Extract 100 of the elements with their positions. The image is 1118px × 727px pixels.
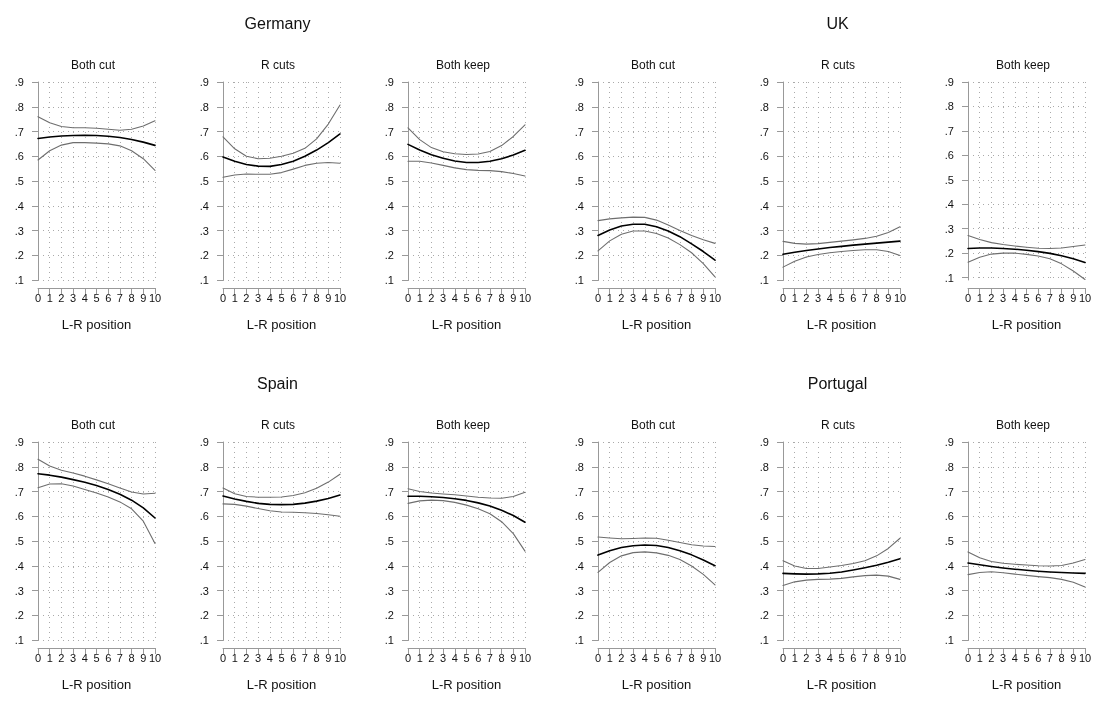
- x-tick-label: 9: [1070, 651, 1077, 664]
- y-tick-label: .8: [199, 460, 209, 473]
- x-tick-label: 5: [838, 291, 845, 304]
- x-tick-label: 7: [116, 651, 123, 664]
- x-tick-label: 2: [428, 651, 435, 664]
- x-tick-label: 5: [653, 651, 660, 664]
- x-tick-label: 9: [140, 291, 147, 304]
- y-tick-label: .2: [759, 249, 769, 262]
- y-tick-label: .7: [574, 125, 584, 138]
- line-series: [222, 503, 341, 517]
- x-tick-label: 7: [301, 291, 308, 304]
- x-tick-label: 8: [313, 291, 320, 304]
- x-tick-label: 8: [128, 291, 135, 304]
- x-tick-label: 0: [219, 651, 227, 664]
- line-series: [37, 458, 156, 495]
- y-tick-label: .8: [14, 100, 24, 113]
- y-tick-label: .9: [944, 436, 954, 448]
- x-tick-label: 4: [641, 291, 648, 304]
- x-tick-label: 1: [791, 291, 798, 304]
- y-tick-label: .5: [384, 535, 394, 547]
- line-series: [967, 571, 1086, 588]
- line-series: [37, 116, 156, 131]
- x-tick-label: 5: [1023, 291, 1030, 304]
- x-tick-label: 8: [498, 291, 505, 304]
- x-tick-label: 6: [290, 651, 297, 664]
- x-axis-title: L-R position: [621, 677, 692, 692]
- line-series: [222, 133, 341, 168]
- x-axis-title: L-R position: [991, 677, 1062, 692]
- y-tick-label: .4: [199, 199, 209, 212]
- x-tick-label: 3: [815, 651, 822, 664]
- x-tick-label: 1: [46, 651, 53, 664]
- y-tick-label: .3: [759, 584, 769, 597]
- line-series: [597, 544, 716, 567]
- x-tick-label: 1: [416, 291, 423, 304]
- x-tick-label: 10: [148, 291, 162, 304]
- y-tick-label: .3: [199, 584, 209, 597]
- y-tick-label: .4: [944, 198, 954, 211]
- x-tick-label: 8: [1058, 291, 1065, 304]
- y-tick-label: .2: [14, 249, 24, 262]
- x-tick-label: 10: [333, 651, 347, 664]
- x-tick-label: 1: [791, 651, 798, 664]
- y-tick-label: .5: [944, 535, 954, 547]
- x-tick-label: 5: [278, 291, 285, 304]
- y-tick-label: .1: [944, 271, 954, 284]
- chart-title: Germany: [244, 14, 311, 32]
- x-tick-label: 10: [893, 291, 907, 304]
- x-tick-label: 2: [988, 651, 995, 664]
- y-tick-label: .6: [384, 510, 394, 523]
- x-tick-label: 8: [873, 651, 880, 664]
- x-tick-label: 1: [976, 651, 983, 664]
- x-tick-label: 3: [440, 291, 447, 304]
- y-tick-label: .5: [759, 535, 769, 547]
- y-tick-label: .4: [759, 559, 769, 572]
- chart-subtitle: R cuts: [820, 418, 856, 432]
- chart-subtitle: Both cut: [630, 58, 676, 72]
- x-axis-title: L-R position: [431, 677, 502, 692]
- y-tick-label: .2: [199, 249, 209, 262]
- x-tick-label: 9: [1070, 291, 1077, 304]
- chart-subtitle: R cuts: [820, 58, 856, 72]
- x-tick-label: 10: [518, 291, 532, 304]
- y-tick-label: .9: [574, 436, 584, 448]
- x-tick-label: 1: [416, 651, 423, 664]
- y-tick-label: .1: [384, 634, 394, 646]
- line-series: [222, 104, 341, 160]
- x-tick-label: 0: [779, 651, 787, 664]
- x-tick-label: 0: [34, 651, 42, 664]
- line-series: [222, 494, 341, 506]
- x-tick-label: 6: [1035, 291, 1042, 304]
- y-tick-label: .4: [199, 559, 209, 572]
- y-tick-label: .3: [384, 584, 394, 597]
- y-tick-label: .8: [199, 100, 209, 113]
- line-series: [37, 142, 156, 171]
- y-tick-label: .7: [574, 485, 584, 498]
- y-tick-label: .9: [199, 436, 209, 448]
- y-tick-label: .6: [199, 150, 209, 163]
- line-series: [782, 574, 901, 587]
- line-series: [37, 483, 156, 545]
- line-series: [597, 551, 716, 586]
- x-tick-label: 2: [803, 291, 810, 304]
- y-tick-label: .7: [944, 124, 954, 137]
- x-tick-label: 9: [885, 651, 892, 664]
- x-tick-label: 2: [988, 291, 995, 304]
- y-tick-label: .4: [574, 199, 584, 212]
- x-tick-label: 8: [498, 651, 505, 664]
- y-tick-label: .4: [14, 199, 24, 212]
- y-tick-label: .1: [14, 274, 24, 286]
- y-tick-label: .4: [574, 559, 584, 572]
- x-tick-label: 2: [58, 291, 65, 304]
- x-tick-label: 10: [518, 651, 532, 664]
- x-tick-label: 8: [873, 291, 880, 304]
- x-tick-label: 8: [688, 291, 695, 304]
- y-tick-label: .9: [14, 436, 24, 448]
- y-tick-label: .8: [384, 100, 394, 113]
- x-tick-label: 1: [46, 291, 53, 304]
- y-tick-label: .8: [14, 460, 24, 473]
- x-tick-label: 9: [885, 291, 892, 304]
- y-tick-label: .4: [14, 559, 24, 572]
- x-tick-label: 7: [486, 651, 493, 664]
- y-tick-label: .7: [759, 485, 769, 498]
- y-tick-label: .7: [199, 125, 209, 138]
